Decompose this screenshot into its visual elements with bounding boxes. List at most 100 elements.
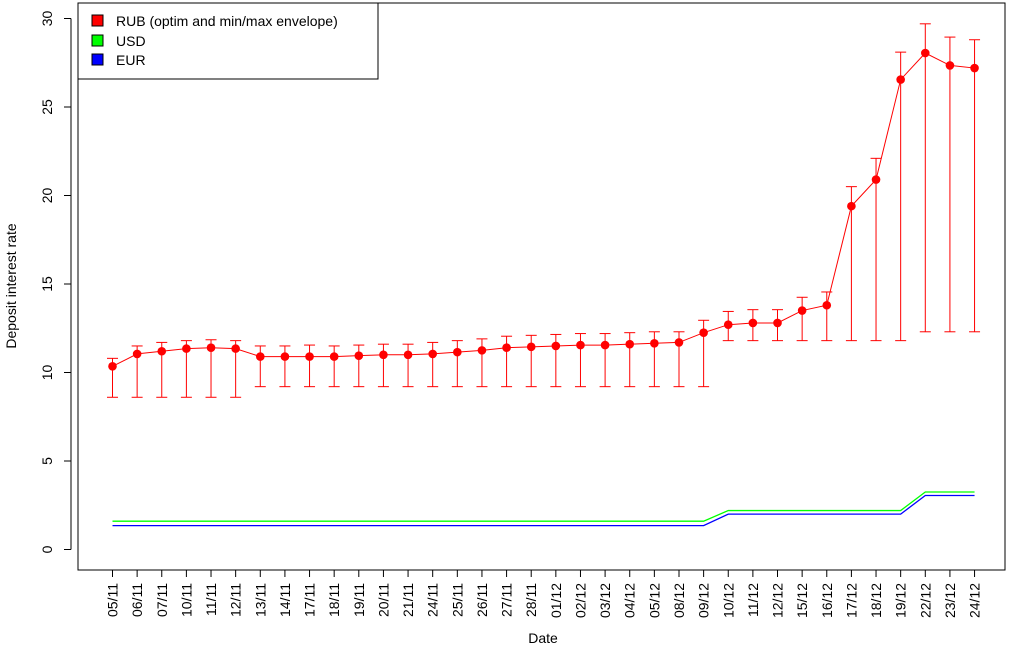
rub-data-point	[650, 338, 659, 348]
legend-swatch	[91, 53, 104, 66]
rub-data-point	[379, 350, 388, 360]
x-tick-label: 08/12	[671, 583, 687, 618]
y-tick-label: 10	[39, 365, 55, 381]
x-tick-label: 24/11	[425, 583, 441, 617]
x-tick-label: 11/12	[745, 583, 761, 617]
rub-data-point	[945, 61, 955, 70]
rub-error-bar	[969, 39, 981, 333]
y-tick-label: 15	[39, 276, 55, 292]
x-tick-label: 17/12	[843, 583, 859, 618]
legend-label: RUB (optim and min/max envelope)	[116, 13, 338, 29]
x-tick-label: 13/11	[252, 583, 268, 617]
legend: RUB (optim and min/max envelope) USD EUR	[77, 2, 379, 80]
rub-data-point	[896, 75, 905, 84]
y-tick-label: 20	[39, 188, 55, 204]
rub-data-point	[428, 349, 437, 359]
rub-data-point	[305, 352, 314, 361]
rub-data-point	[453, 347, 462, 357]
rub-data-point	[526, 342, 536, 352]
rub-data-point	[182, 344, 191, 353]
x-tick-label: 21/11	[400, 583, 416, 617]
rub-data-point	[674, 338, 684, 347]
x-tick-label: 02/12	[572, 583, 588, 618]
y-tick-label: 30	[39, 11, 55, 27]
plot-frame	[77, 2, 1006, 571]
rub-data-point	[871, 175, 881, 184]
x-tick-label: 06/11	[129, 583, 145, 617]
rub-data-point	[576, 340, 585, 350]
x-tick-label: 12/11	[228, 583, 244, 617]
rub-data-point	[970, 63, 979, 73]
y-axis: 0 5 10 15 20 25 30	[39, 11, 72, 553]
rub-data-point	[748, 318, 758, 328]
x-axis: 05/11 06/11 07/11 10/11 11/11 12/11 13/11 14/11…	[105, 569, 983, 618]
x-tick-label: 20/11	[375, 583, 391, 617]
x-tick-label: 14/11	[277, 583, 293, 617]
rub-data-point	[354, 351, 364, 360]
rub-error-bar	[895, 51, 907, 342]
rub-error-bar	[279, 345, 291, 388]
rub-data-point	[108, 362, 117, 371]
x-tick-label: 15/12	[794, 583, 810, 618]
rub-data-point	[132, 349, 142, 359]
x-tick-label: 10/12	[720, 583, 736, 618]
rub-data-point	[797, 306, 807, 315]
rub-data-point	[502, 343, 511, 353]
eur-series-line	[112, 494, 975, 527]
rub-data-point	[847, 201, 856, 211]
y-tick-label: 25	[39, 99, 55, 115]
rub-error-bar	[796, 296, 808, 342]
x-tick-label: 17/11	[302, 583, 318, 617]
x-tick-label: 25/11	[449, 583, 465, 617]
rub-error-bar	[353, 344, 365, 388]
rub-error-bar	[304, 344, 316, 388]
x-tick-label: 03/12	[597, 583, 613, 618]
rub-error-bar	[845, 186, 857, 342]
x-tick-label: 24/12	[967, 583, 983, 618]
rub-data-point	[600, 340, 610, 350]
rub-error-bar	[944, 36, 956, 333]
x-tick-label: 04/12	[622, 583, 638, 618]
y-axis-label: Deposit interest rate	[3, 223, 19, 348]
x-tick-label: 05/11	[105, 583, 121, 617]
rub-data-point	[280, 352, 290, 361]
rub-data-point	[920, 48, 930, 58]
x-tick-label: 23/12	[942, 583, 958, 618]
rub-data-point	[329, 352, 339, 361]
rub-data-point	[477, 346, 487, 355]
x-tick-label: 28/11	[523, 583, 539, 617]
y-tick-label: 5	[39, 457, 55, 465]
rub-data-point	[723, 320, 733, 330]
x-tick-label: 11/11	[203, 583, 219, 616]
legend-box	[77, 2, 379, 80]
x-tick-label: 07/11	[154, 583, 170, 617]
rub-data-point	[157, 346, 167, 356]
rub-data-point	[255, 352, 265, 361]
rub-error-bar	[919, 23, 931, 333]
x-tick-label: 05/12	[646, 583, 662, 618]
x-axis-label: Date	[528, 630, 558, 646]
legend-swatch	[91, 14, 104, 27]
legend-label: EUR	[116, 52, 146, 68]
rub-error-bar	[476, 338, 488, 388]
x-tick-label: 01/12	[548, 583, 564, 618]
rub-data-point	[699, 328, 708, 337]
x-tick-label: 19/11	[351, 583, 367, 617]
x-tick-label: 19/12	[893, 583, 909, 618]
x-tick-label: 09/12	[696, 583, 712, 618]
rub-error-bar	[451, 340, 463, 388]
y-tick-label: 0	[39, 545, 55, 553]
x-tick-label: 22/12	[917, 583, 933, 618]
rub-data-point	[625, 339, 635, 349]
x-tick-label: 18/12	[868, 583, 884, 618]
x-tick-label: 10/11	[178, 583, 194, 617]
x-tick-label: 16/12	[819, 583, 835, 618]
rub-error-bar	[870, 157, 882, 342]
rub-error-bar	[328, 345, 340, 388]
rub-data-point	[206, 343, 216, 353]
usd-series-line	[112, 491, 975, 522]
legend-swatch	[91, 34, 104, 47]
x-tick-label: 26/11	[474, 583, 490, 617]
rub-data-point	[403, 350, 413, 360]
